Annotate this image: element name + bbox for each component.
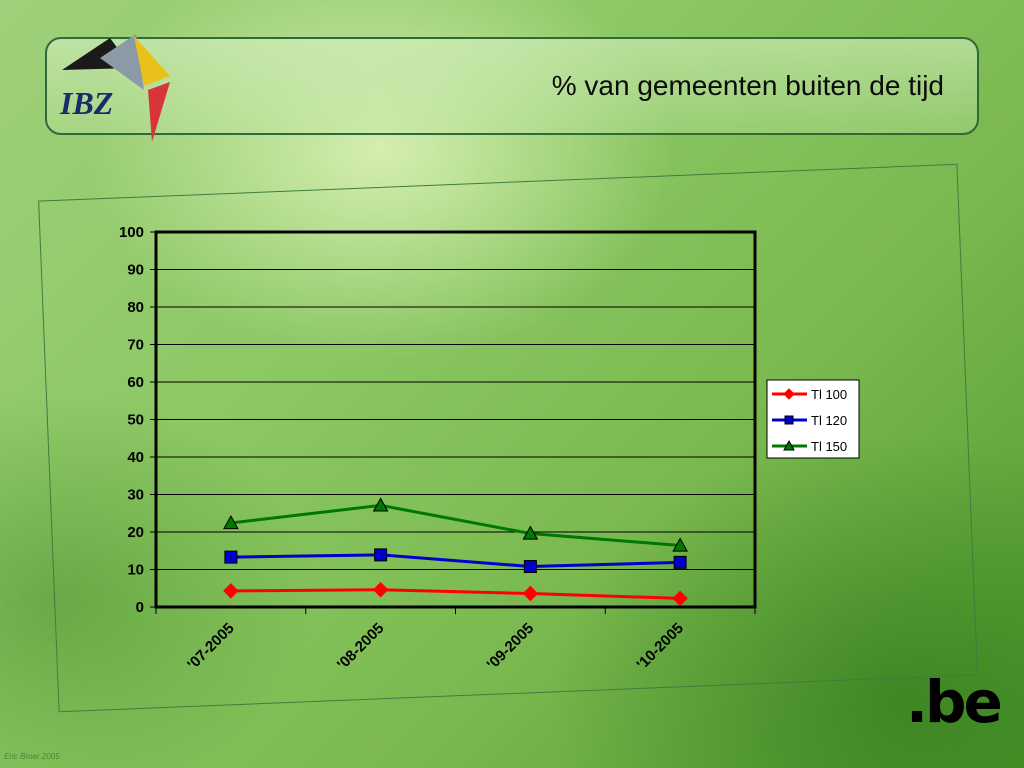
x-tick-label: '07-2005 (184, 620, 237, 673)
y-tick-label: 50 (127, 412, 144, 429)
series-line-3 (230, 503, 681, 547)
title-banner (45, 37, 979, 135)
data-point (522, 525, 539, 540)
y-tick-label: 60 (127, 374, 144, 391)
y-tick-label: 100 (119, 224, 144, 241)
y-tick-label: 40 (127, 449, 144, 466)
y-tick-label: 80 (127, 299, 144, 316)
legend-marker (784, 415, 794, 425)
data-point (372, 497, 389, 512)
data-point (372, 582, 389, 598)
series-line-2 (230, 553, 681, 569)
y-tick-label: 30 (127, 487, 144, 504)
data-point (223, 583, 239, 599)
logo-text: IBZ (59, 85, 113, 121)
legend-label: Tl 150 (811, 439, 847, 454)
series-line-1 (230, 588, 681, 600)
x-tick-label: '10-2005 (633, 620, 686, 673)
credit-text: Eric Broer 2005 (4, 752, 60, 761)
data-point (672, 590, 688, 607)
y-tick-label: 70 (127, 337, 144, 354)
legend-marker (783, 388, 795, 400)
logo-grey-shard (100, 34, 144, 90)
y-tick-label: 10 (127, 562, 144, 579)
page-title: % van gemeenten buiten de tijd (551, 70, 944, 101)
logo-red-shard (148, 82, 170, 142)
x-tick-label: '08-2005 (334, 620, 387, 673)
x-tick-label: '09-2005 (484, 620, 537, 673)
data-point (673, 555, 687, 569)
y-tick-label: 90 (127, 262, 144, 279)
data-point (224, 550, 238, 564)
legend-label: Tl 120 (811, 413, 847, 428)
data-point (523, 560, 537, 573)
y-tick-label: 20 (127, 524, 144, 541)
logo-yellow-shard (134, 36, 170, 86)
data-point (672, 537, 688, 552)
data-point (522, 585, 539, 602)
data-point (374, 548, 388, 562)
legend-marker (783, 439, 795, 451)
be-logo: .be (906, 668, 1003, 736)
data-point (223, 514, 239, 530)
legend-label: Tl 100 (811, 387, 847, 402)
ibz-logo: IBZ (59, 34, 170, 142)
y-tick-label: 0 (136, 599, 144, 616)
